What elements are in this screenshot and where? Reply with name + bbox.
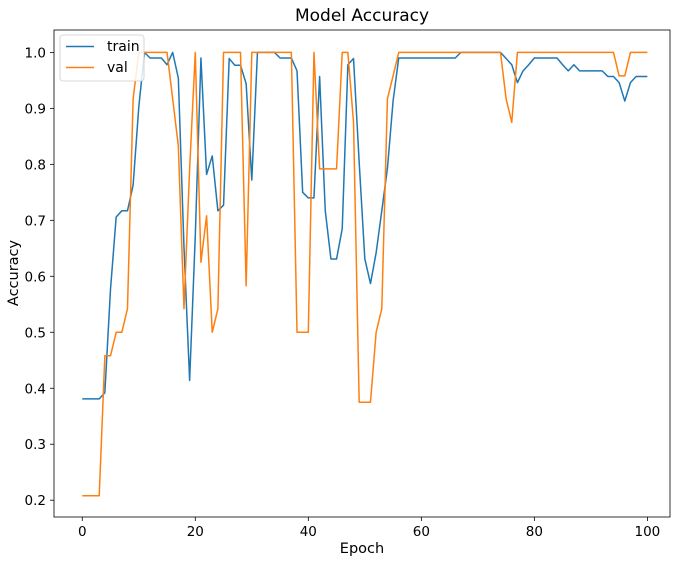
y-tick-label: 0.2 <box>25 493 46 509</box>
y-axis-label: Accuracy <box>6 239 22 306</box>
y-tick-label: 0.5 <box>25 325 46 341</box>
chart-title: Model Accuracy <box>295 6 429 26</box>
plot-frame <box>53 29 671 518</box>
plot-area <box>54 30 670 517</box>
axis-ticks: 0 20 40 60 80 100 0.2 0.3 0.4 0.5 0.6 0.7 0.8 0.9 1.0 <box>25 45 661 540</box>
legend-label-val: val <box>107 60 128 76</box>
x-tick-label: 60 <box>413 524 430 540</box>
x-tick-label: 0 <box>78 524 87 540</box>
series-line-val <box>82 51 648 497</box>
x-tick-label: 40 <box>300 524 317 540</box>
y-tick-label: 0.6 <box>25 269 46 285</box>
y-tick-label: 0.4 <box>25 381 46 397</box>
x-axis-label: Epoch <box>340 541 384 557</box>
x-tick-label: 100 <box>635 524 661 540</box>
y-tick-label: 0.3 <box>25 437 46 453</box>
x-tick-label: 20 <box>187 524 204 540</box>
legend: train val <box>59 34 145 82</box>
y-tick-label: 1.0 <box>25 45 46 61</box>
y-tick-label: 0.8 <box>25 157 46 173</box>
y-tick-label: 0.7 <box>25 213 46 229</box>
series-lines <box>82 51 648 497</box>
y-tick-label: 0.9 <box>25 101 46 117</box>
x-tick-label: 80 <box>526 524 543 540</box>
legend-label-train: train <box>107 39 140 55</box>
series-line-train <box>82 51 648 400</box>
